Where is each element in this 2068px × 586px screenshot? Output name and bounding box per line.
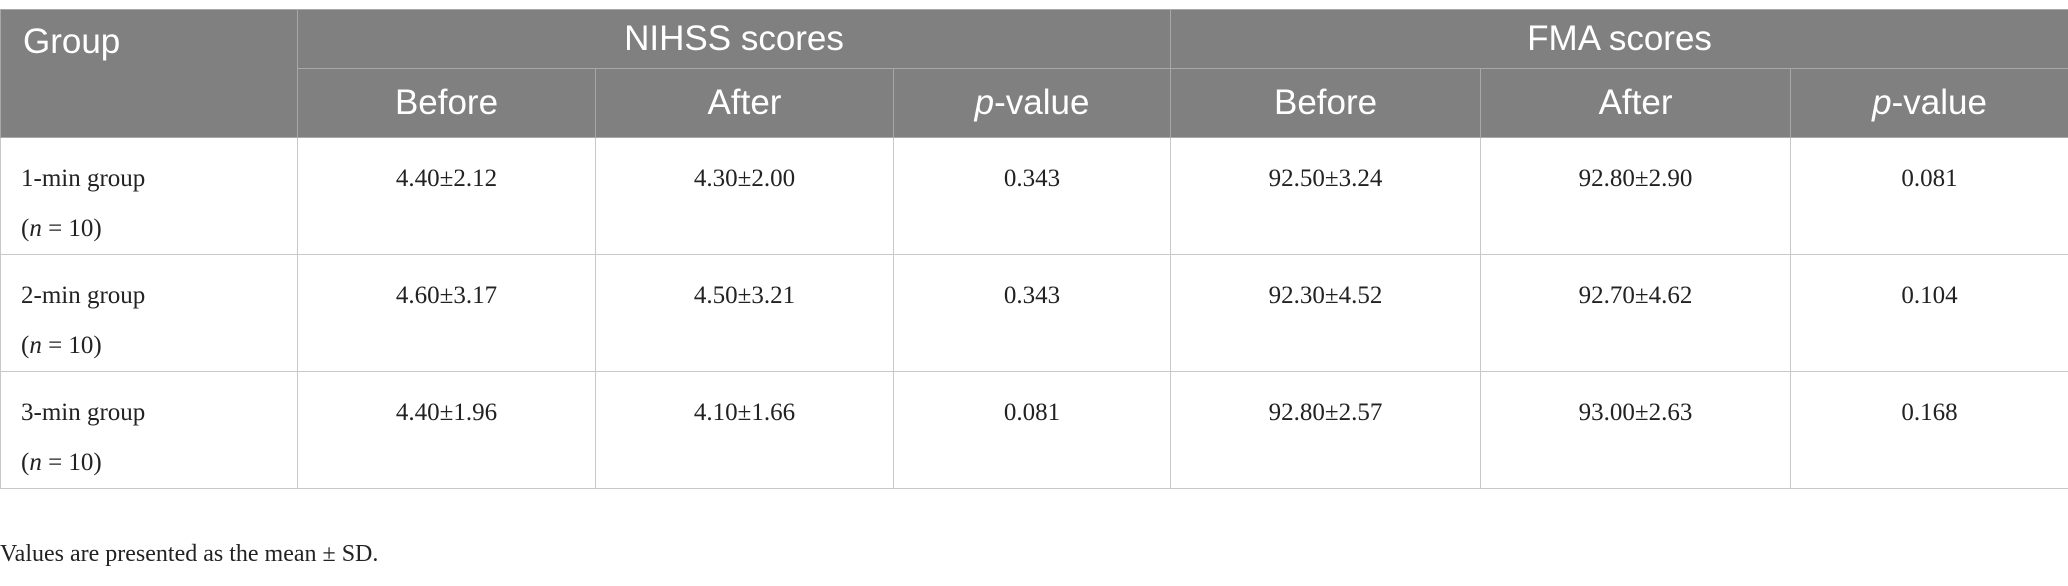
value-cell: 0.081 xyxy=(892,371,1172,489)
header-cell: After xyxy=(595,68,894,138)
value-cell: 4.60±3.17 xyxy=(297,254,596,372)
value-cell: 92.80±2.57 xyxy=(1170,371,1482,489)
header-row: Group NIHSS scores FMA scores xyxy=(0,9,2068,138)
text: = 10) xyxy=(41,215,102,242)
group-cell: 2-min group (n = 10) xyxy=(0,254,298,372)
group-size: (n = 10) xyxy=(21,438,297,488)
header-cell: After xyxy=(1480,68,1792,138)
footnote: Values are presented as the mean ± SD. xyxy=(0,541,379,567)
value-cell: 0.104 xyxy=(1790,254,2068,372)
header-group: NIHSS scores xyxy=(296,9,1172,69)
value-cell: 0.168 xyxy=(1790,371,2068,489)
header-cell: p-value xyxy=(892,68,1172,138)
text: n xyxy=(29,215,42,242)
text: = 10) xyxy=(41,332,102,359)
table-row: 1-min group (n = 10) 4.40±2.12 4.30±2.00 0.3… xyxy=(0,137,2068,255)
value-cell: 92.70±4.62 xyxy=(1480,254,1792,372)
header-cell: Group xyxy=(0,9,298,138)
table-row: 3-min group (n = 10) 4.40±1.96 4.10±1.66 0.0… xyxy=(0,371,2068,489)
text: ( xyxy=(21,215,30,242)
group-size: (n = 10) xyxy=(21,204,297,254)
group-size: (n = 10) xyxy=(21,321,297,371)
group-name: 3-min group xyxy=(21,399,146,426)
italic-text: p xyxy=(1872,83,1892,122)
text: = 10) xyxy=(41,449,102,476)
value-cell: 4.30±2.00 xyxy=(595,137,894,255)
table-body: 1-min group (n = 10) 4.40±2.12 4.30±2.00 0.3… xyxy=(0,137,2068,489)
text: -value xyxy=(1891,83,1987,122)
header-group: FMA scores xyxy=(1170,9,2068,69)
italic-text: p xyxy=(974,83,995,122)
data-table: Group NIHSS scores FMA scores Before After p-… xyxy=(0,9,2068,489)
group-cell: 3-min group (n = 10) xyxy=(0,371,298,489)
header-cell: Before xyxy=(297,68,596,138)
value-cell: 0.343 xyxy=(892,254,1172,372)
value-cell: 4.10±1.66 xyxy=(595,371,894,489)
text: ( xyxy=(21,332,30,359)
table-row: 2-min group (n = 10) 4.60±3.17 4.50±3.21 0.3… xyxy=(0,254,2068,372)
header-cell: Before xyxy=(1170,68,1482,138)
header-row: Before After p-value Before After p-value xyxy=(1,68,2068,138)
text: n xyxy=(29,332,42,359)
value-cell: 92.80±2.90 xyxy=(1480,137,1792,255)
group-name: 1-min group xyxy=(21,165,146,192)
value-cell: 93.00±2.63 xyxy=(1480,371,1792,489)
value-cell: 4.50±3.21 xyxy=(595,254,894,372)
value-cell: 92.50±3.24 xyxy=(1170,137,1482,255)
group-cell: 1-min group (n = 10) xyxy=(0,137,298,255)
table-header: Group NIHSS scores FMA scores Before After p-… xyxy=(0,9,2068,138)
value-cell: 4.40±1.96 xyxy=(297,371,596,489)
value-cell: 4.40±2.12 xyxy=(297,137,596,255)
text: -value xyxy=(994,83,1090,122)
value-cell: 0.343 xyxy=(892,137,1172,255)
value-cell: 0.081 xyxy=(1790,137,2068,255)
value-cell: 92.30±4.52 xyxy=(1170,254,1482,372)
text: n xyxy=(29,449,42,476)
group-name: 2-min group xyxy=(21,282,146,309)
text: ( xyxy=(21,449,30,476)
header-cell: p-value xyxy=(1790,68,2068,138)
